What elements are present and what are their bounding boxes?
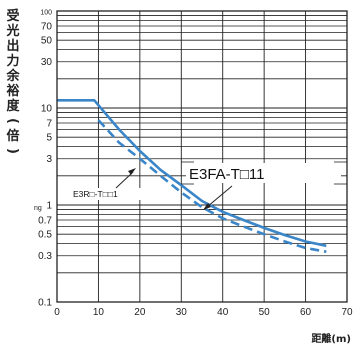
x-tick-labels: 0 10 20 30 40 50 60 70	[54, 307, 353, 318]
x-tick-label: 40	[217, 307, 229, 318]
y-axis-label-char: 倍	[6, 128, 19, 144]
x-tick-label: 0	[54, 307, 60, 318]
y-tick-label: 3	[46, 154, 52, 165]
y-tick-label: 0.1	[38, 298, 52, 309]
y-axis-label-char: 受	[6, 8, 19, 24]
x-tick-label: 20	[134, 307, 146, 318]
y-axis-label-char: (	[5, 118, 20, 124]
y-tick-labels: 100 70 50 30 10 7 5 3 1 0.7 0.5 0.3 0.1	[38, 10, 52, 309]
y-tick-label: 1	[46, 201, 52, 212]
y-tick-label: 100	[40, 10, 52, 17]
y-tick-label: 10	[41, 104, 53, 115]
y-tick-label: 30	[41, 57, 53, 68]
y-axis-label-char: 余	[5, 68, 20, 84]
x-tick-label: 10	[93, 307, 105, 318]
y-axis-label-char: 度	[6, 98, 20, 114]
annotation-e3r: E3R□-T□□1	[71, 168, 157, 200]
x-tick-label: 60	[300, 307, 312, 318]
y-tick-label: 0.7	[38, 216, 52, 227]
series-lines	[57, 99, 327, 253]
y-tick-label: 7	[46, 119, 52, 130]
x-tick-label: 50	[259, 307, 271, 318]
y-tick-label: 70	[41, 22, 53, 33]
annotation-e3r-label: E3R□-T□□1	[73, 189, 118, 199]
y-tick-label: 50	[41, 36, 53, 47]
y-axis-label-char: 力	[6, 53, 19, 69]
plot-frame	[56, 10, 348, 303]
annotation-e3fa: E3FA-T□11	[181, 161, 347, 210]
y-tick-label: 5	[46, 133, 52, 144]
annotation-ng: ng	[34, 205, 42, 212]
series-line-2	[97, 119, 327, 253]
x-tick-label: 30	[176, 307, 188, 318]
y-axis-label-char: 光	[5, 23, 19, 39]
plot-border	[56, 10, 348, 303]
y-axis-label-char: )	[5, 148, 20, 154]
annotation-e3fa-label: E3FA-T□11	[189, 166, 264, 183]
grid	[56, 10, 348, 303]
y-tick-label: 0.3	[38, 251, 52, 262]
y-axis-label-char: 出	[6, 38, 19, 54]
x-axis-label: 距離(m)	[311, 332, 351, 345]
y-axis-label-char: 裕	[5, 83, 19, 99]
x-tick-label: 70	[341, 307, 353, 318]
y-tick-label: 0.5	[38, 230, 52, 241]
series-line-1	[57, 99, 327, 248]
